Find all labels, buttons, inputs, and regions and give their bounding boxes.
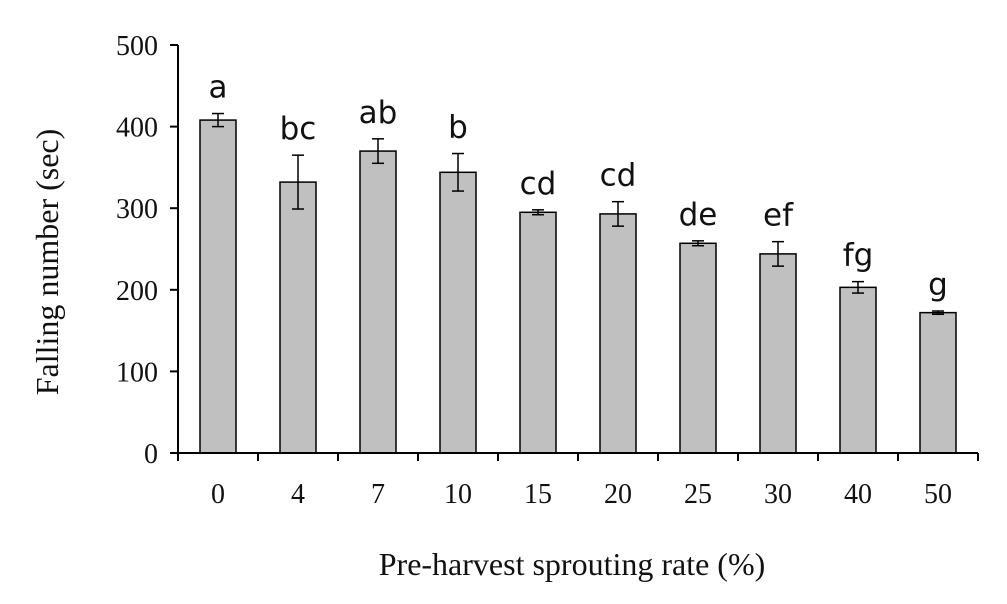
y-tick-label: 200 (116, 276, 158, 307)
y-tick-label: 0 (144, 439, 158, 470)
y-tick-label: 400 (116, 113, 158, 144)
x-tick-label: 25 (684, 479, 712, 510)
bar (279, 181, 317, 454)
bar (199, 119, 237, 454)
bar (839, 286, 877, 454)
x-axis-ticks: 0 4 7 10 15 20 25 30 40 50 (177, 453, 979, 510)
x-tick-label: 4 (291, 479, 305, 510)
y-axis-ticks: 0 100 200 300 400 500 (116, 31, 178, 470)
significance-letter: bc (280, 111, 317, 147)
x-tick-label: 20 (604, 479, 632, 510)
bar (599, 213, 637, 454)
bar (359, 150, 397, 454)
x-tick-label: 10 (444, 479, 472, 510)
bar (679, 242, 717, 454)
significance-letter: de (679, 197, 718, 233)
y-tick-label: 500 (116, 31, 158, 62)
x-tick-label: 30 (764, 479, 792, 510)
significance-letter: fg (843, 238, 874, 274)
significance-letter: cd (520, 166, 557, 202)
x-tick-label: 15 (524, 479, 552, 510)
y-tick-label: 300 (116, 194, 158, 225)
y-axis-title: Falling number (sec) (29, 129, 65, 396)
significance-letter: cd (600, 158, 637, 194)
significance-letter: ef (763, 198, 794, 234)
x-tick-label: 0 (211, 479, 225, 510)
x-axis-title: Pre-harvest sprouting rate (%) (379, 546, 766, 582)
x-tick-label: 50 (924, 479, 952, 510)
significance-letter: ab (359, 95, 398, 131)
chart-marks: a bc ab b cd cd de ef fg g (199, 70, 957, 454)
bar (439, 171, 477, 454)
bar (759, 253, 797, 454)
bar (919, 311, 957, 454)
significance-letter: b (448, 110, 468, 146)
significance-letter: a (209, 70, 228, 106)
bar (519, 211, 557, 454)
x-tick-label: 7 (371, 479, 385, 510)
y-tick-label: 100 (116, 357, 158, 388)
significance-letter: g (928, 267, 948, 303)
x-tick-label: 40 (844, 479, 872, 510)
